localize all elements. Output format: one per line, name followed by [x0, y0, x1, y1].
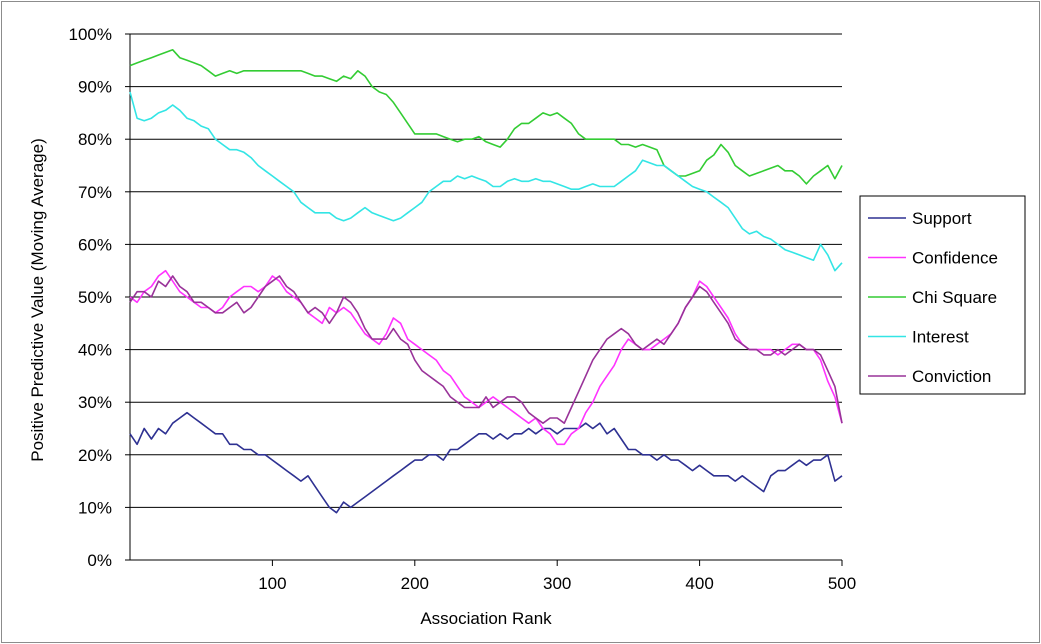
series-line-conviction	[129, 275, 843, 424]
series-line-support	[129, 411, 843, 514]
legend-label: Chi Square	[912, 288, 997, 307]
x-tick-label: 500	[828, 574, 856, 593]
y-tick-label: 60%	[78, 235, 112, 254]
legend-label: Interest	[912, 328, 969, 347]
y-tick-label: 30%	[78, 393, 112, 412]
legend-label: Support	[912, 209, 972, 228]
y-tick-label: 100%	[69, 25, 112, 44]
legend: Support Confidence Chi Square Interest Convi…	[859, 195, 1026, 395]
y-axis-title: Positive Predictive Value (Moving Averag…	[28, 138, 47, 461]
legend-box	[859, 195, 1026, 395]
y-tick-label: 0%	[87, 551, 112, 570]
axes	[125, 33, 843, 566]
y-tick-label: 50%	[78, 288, 112, 307]
x-tick-label: 200	[401, 574, 429, 593]
y-tick-label: 10%	[78, 498, 112, 517]
legend-label: Conviction	[912, 367, 991, 386]
y-tick-label: 90%	[78, 78, 112, 97]
grid-lines	[130, 33, 842, 508]
x-tick-label: 100	[258, 574, 286, 593]
series-line-interest	[129, 91, 843, 272]
y-tick-label: 70%	[78, 183, 112, 202]
x-tick-label: 300	[543, 574, 571, 593]
x-axis-title: Association Rank	[420, 609, 552, 628]
y-tick-label: 40%	[78, 341, 112, 360]
series-line-confidence	[129, 269, 843, 446]
y-tick-label: 20%	[78, 446, 112, 465]
y-tick-labels: 0% 10% 20% 30% 40% 50% 60% 70% 80% 90% 100%	[69, 25, 112, 570]
series-line-chi-square	[129, 49, 843, 185]
x-tick-label: 400	[685, 574, 713, 593]
y-tick-label: 80%	[78, 130, 112, 149]
x-tick-labels: 100 200 300 400 500	[258, 574, 856, 593]
legend-label: Confidence	[912, 249, 998, 268]
series-lines	[129, 49, 843, 514]
